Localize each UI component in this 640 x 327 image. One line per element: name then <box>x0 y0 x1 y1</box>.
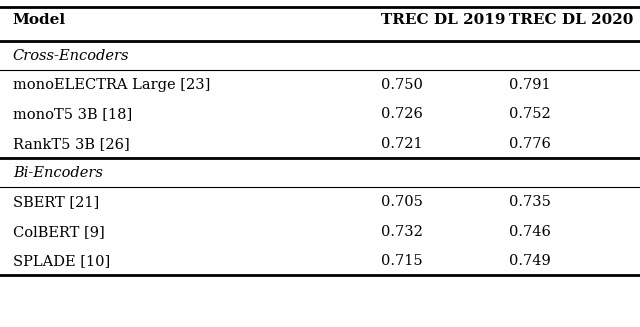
Text: 0.791: 0.791 <box>509 78 550 92</box>
Text: TREC DL 2020: TREC DL 2020 <box>509 13 633 27</box>
Text: 0.776: 0.776 <box>509 137 550 151</box>
Text: Cross-Encoders: Cross-Encoders <box>13 49 129 63</box>
Text: 0.752: 0.752 <box>509 108 550 121</box>
Text: Model: Model <box>13 13 66 27</box>
Text: 0.732: 0.732 <box>381 225 422 239</box>
Text: 0.705: 0.705 <box>381 196 422 210</box>
Text: monoELECTRA Large [23]: monoELECTRA Large [23] <box>13 78 210 92</box>
Text: monoT5 3B [18]: monoT5 3B [18] <box>13 108 132 121</box>
Text: Bi-Encoders: Bi-Encoders <box>13 166 102 180</box>
Text: 0.721: 0.721 <box>381 137 422 151</box>
Text: 0.726: 0.726 <box>381 108 422 121</box>
Text: 0.750: 0.750 <box>381 78 422 92</box>
Text: SPLADE [10]: SPLADE [10] <box>13 254 110 268</box>
Text: 0.735: 0.735 <box>509 196 550 210</box>
Text: ColBERT [9]: ColBERT [9] <box>13 225 104 239</box>
Text: TREC DL 2019: TREC DL 2019 <box>381 13 506 27</box>
Text: 0.749: 0.749 <box>509 254 550 268</box>
Text: RankT5 3B [26]: RankT5 3B [26] <box>13 137 129 151</box>
Text: SBERT [21]: SBERT [21] <box>13 196 99 210</box>
Text: 0.715: 0.715 <box>381 254 422 268</box>
Text: 0.746: 0.746 <box>509 225 550 239</box>
